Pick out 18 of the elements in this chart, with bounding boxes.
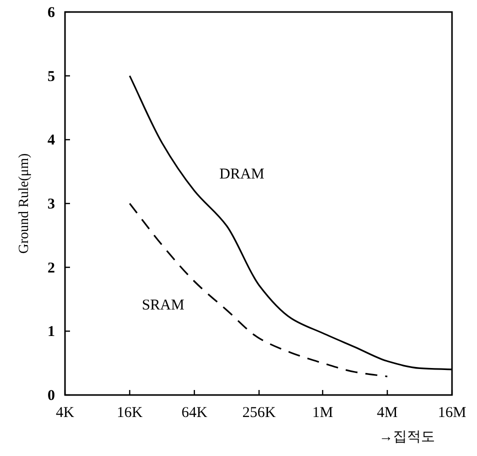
y-tick-label: 4 — [48, 132, 56, 149]
x-tick-label: 4K — [56, 405, 74, 421]
x-tick-label: 1M — [312, 405, 334, 421]
series-label: DRAM — [219, 166, 264, 183]
series-label: SRAM — [142, 297, 184, 314]
x-tick-label: 16K — [116, 405, 143, 421]
y-tick-label: 5 — [48, 68, 55, 85]
x-tick-label: 16M — [438, 405, 466, 421]
y-tick-label: 2 — [48, 260, 55, 276]
x-tick-label: 64K — [181, 405, 208, 421]
y-tick-label: 3 — [48, 196, 55, 212]
y-axis-title: Ground Rule(μm) — [17, 152, 32, 254]
y-tick-label: 0 — [48, 388, 55, 404]
y-tick-label: 6 — [48, 5, 56, 21]
x-tick-label: 4M — [376, 405, 398, 421]
x-axis-title: →집적도 — [379, 430, 435, 445]
x-tick-label: 256K — [242, 405, 276, 421]
y-tick-label: 1 — [48, 324, 55, 340]
